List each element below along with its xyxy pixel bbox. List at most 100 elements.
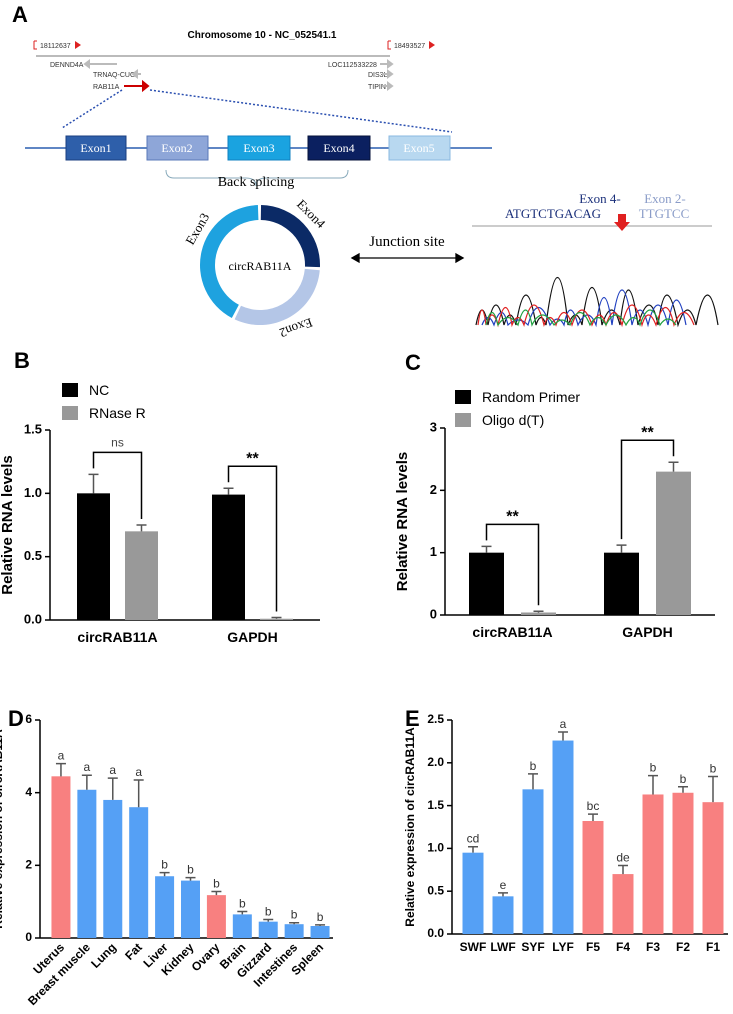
bar bbox=[77, 493, 110, 620]
ring-segment bbox=[234, 268, 320, 326]
significance-label: ** bbox=[506, 508, 519, 525]
significance-letter: b bbox=[291, 908, 298, 922]
error-bar bbox=[263, 918, 274, 922]
bar bbox=[284, 924, 304, 938]
significance-letter: b bbox=[265, 904, 272, 918]
ring-center: circRAB11A bbox=[229, 259, 292, 273]
bar bbox=[181, 880, 200, 938]
significance-letter: a bbox=[109, 763, 116, 777]
error-bar bbox=[678, 786, 688, 793]
error-bar bbox=[185, 876, 196, 881]
error-bar bbox=[528, 773, 538, 790]
panel-label: B bbox=[14, 348, 30, 373]
bar bbox=[642, 794, 664, 934]
significance-letter: b bbox=[710, 761, 717, 775]
y-tick-label: 0.5 bbox=[24, 548, 42, 563]
gene-label: LOC112533228 bbox=[328, 62, 377, 69]
x-tick-label: circRAB11A bbox=[472, 624, 552, 640]
legend-label: Oligo d(T) bbox=[482, 412, 544, 428]
gene-arrow bbox=[382, 81, 394, 91]
significance-letter: b bbox=[239, 896, 246, 910]
panel-label: A bbox=[12, 2, 28, 27]
splice-bracket bbox=[165, 169, 349, 187]
error-bar bbox=[533, 610, 544, 613]
significance-letter: b bbox=[317, 910, 324, 924]
zoom-line bbox=[61, 89, 123, 129]
start-arrow bbox=[75, 41, 81, 49]
y-tick-label: 1.0 bbox=[427, 841, 444, 855]
significance-letter: de bbox=[616, 851, 630, 865]
error-bar bbox=[159, 871, 170, 877]
exon4-seq: ATGTCTGACAG bbox=[505, 206, 601, 221]
junction-label: Junction site bbox=[369, 234, 445, 250]
error-bar bbox=[81, 774, 92, 790]
bar bbox=[522, 789, 544, 934]
panel-label: D bbox=[8, 706, 24, 731]
x-tick-label: F1 bbox=[706, 940, 720, 954]
bar bbox=[469, 552, 504, 615]
exon-label: Exon2 bbox=[161, 141, 192, 155]
significance-label: ** bbox=[246, 450, 259, 467]
y-tick-label: 3 bbox=[430, 419, 437, 434]
exon2-label: Exon 2- bbox=[644, 191, 686, 206]
start-bracket bbox=[33, 40, 37, 50]
exon-label: Exon5 bbox=[403, 141, 434, 155]
x-tick-label: LWF bbox=[490, 940, 515, 954]
x-tick-label: F3 bbox=[646, 940, 660, 954]
significance-letter: bc bbox=[587, 799, 600, 813]
significance-bracket bbox=[485, 523, 540, 606]
y-tick-label: 2 bbox=[25, 858, 32, 872]
bar bbox=[702, 802, 724, 934]
x-tick-label: F2 bbox=[676, 940, 690, 954]
significance-letter: a bbox=[58, 749, 65, 763]
significance-letter: a bbox=[560, 717, 567, 731]
bar bbox=[612, 874, 634, 934]
error-bar bbox=[315, 924, 326, 927]
error-bar bbox=[223, 487, 234, 495]
significance-bracket bbox=[620, 439, 675, 540]
y-tick-label: 1 bbox=[430, 544, 437, 559]
significance-letter: e bbox=[500, 878, 507, 892]
exon bbox=[146, 135, 209, 161]
error-bar bbox=[708, 775, 718, 803]
y-tick-label: 1.5 bbox=[24, 421, 42, 436]
gene-label: DENND4A bbox=[50, 62, 84, 69]
bar bbox=[212, 494, 245, 620]
legend-label: RNase R bbox=[89, 405, 146, 421]
y-tick-label: 0 bbox=[430, 606, 437, 621]
exon-label: Exon3 bbox=[243, 141, 274, 155]
end-bracket bbox=[387, 40, 391, 50]
bar bbox=[260, 618, 293, 620]
bar bbox=[604, 552, 639, 615]
bar bbox=[77, 789, 97, 938]
bar bbox=[103, 799, 123, 938]
error-bar bbox=[648, 774, 658, 795]
y-tick-label: 2 bbox=[430, 482, 437, 497]
bar bbox=[310, 926, 330, 938]
x-tick-label: SYF bbox=[521, 940, 544, 954]
gene-arrow bbox=[83, 59, 117, 69]
bar bbox=[672, 792, 694, 934]
y-tick-label: 0 bbox=[25, 930, 32, 944]
y-axis-label: Relative expression of circRAB11A bbox=[0, 729, 5, 929]
bar bbox=[206, 895, 226, 938]
significance-letter: b bbox=[187, 863, 194, 877]
x-tick-label: GAPDH bbox=[227, 629, 278, 645]
legend-swatch bbox=[62, 383, 78, 397]
significance-bracket bbox=[227, 465, 278, 612]
y-tick-label: 0.5 bbox=[427, 883, 444, 897]
y-axis-label: Relative RNA levels bbox=[394, 452, 411, 592]
error-bar bbox=[481, 545, 492, 553]
bar bbox=[258, 921, 278, 938]
bar bbox=[125, 531, 158, 620]
zoom-line bbox=[149, 89, 453, 133]
bar bbox=[521, 612, 556, 615]
double-arrow bbox=[350, 252, 465, 264]
exon4-label: Exon 4- bbox=[579, 191, 621, 206]
bar bbox=[582, 821, 604, 934]
gene-arrow bbox=[382, 69, 394, 79]
exon-label: Exon1 bbox=[80, 141, 111, 155]
exon-label: Exon4 bbox=[323, 141, 354, 155]
significance-letter: b bbox=[680, 772, 687, 786]
